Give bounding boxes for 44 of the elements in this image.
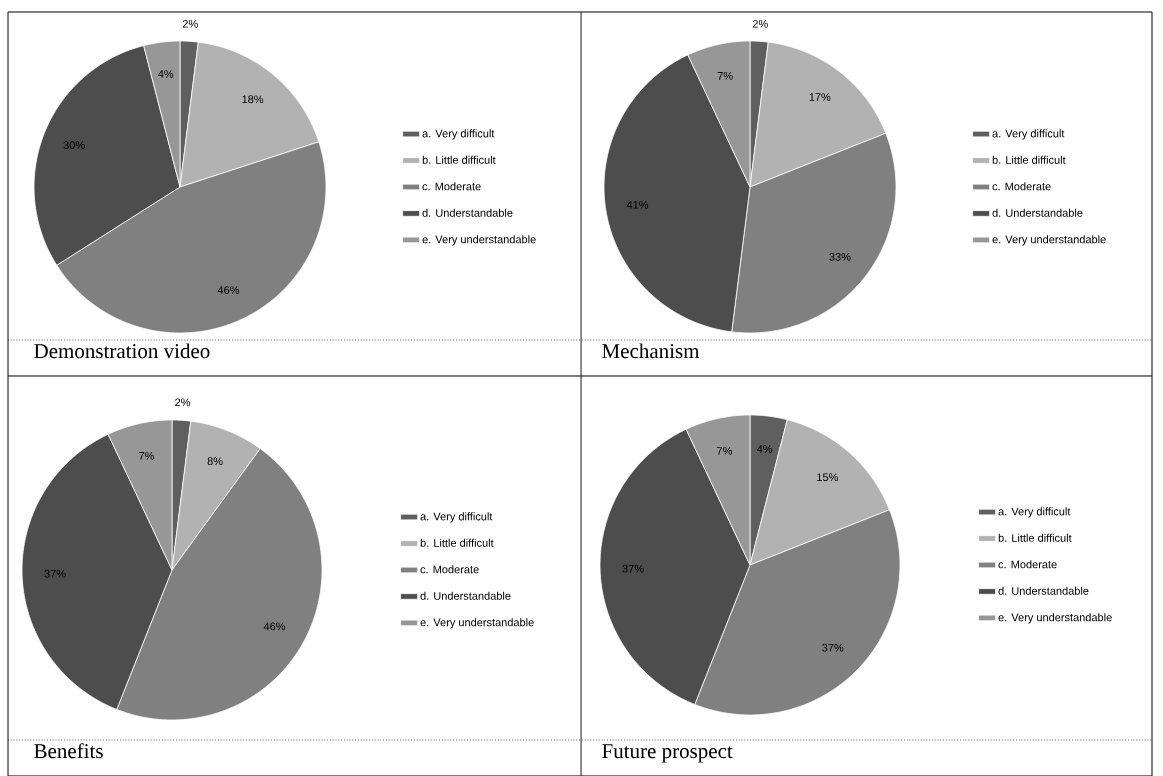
legend-label: c. Moderate: [998, 560, 1057, 569]
legend-label: b. Little difficult: [992, 155, 1066, 164]
legend-label: e. Very understandable: [422, 235, 536, 246]
data-label: 2%: [752, 19, 768, 28]
legend-label: d. Understandable: [992, 208, 1083, 217]
legend-label: c. Moderate: [992, 182, 1051, 191]
legend-label: e. Very understandable: [992, 235, 1106, 246]
text: Future prospect: [602, 744, 733, 763]
data-label: 30%: [63, 141, 85, 149]
legend-label: d. Understandable: [422, 208, 513, 217]
data-label: 17%: [809, 93, 831, 101]
legend-label: e. Very understandable: [998, 613, 1112, 624]
data-label: 41%: [626, 200, 649, 209]
data-label: 37%: [622, 564, 644, 573]
legend-label: b. Little difficult: [422, 155, 496, 164]
legend-label: a. Very difficult: [420, 512, 493, 523]
data-label: 2%: [175, 398, 191, 407]
legend-label: c. Moderate: [420, 565, 479, 574]
legend-label: a. Very difficult: [992, 129, 1065, 140]
data-label: 46%: [263, 622, 286, 631]
data-label: 4%: [756, 445, 773, 453]
legend-label: c. Moderate: [422, 182, 481, 191]
legend-label: b. Little difficult: [420, 538, 494, 547]
data-label: 37%: [822, 643, 844, 652]
data-label: 8%: [207, 457, 223, 466]
legend-label: b. Little difficult: [998, 533, 1072, 542]
data-label: 4%: [158, 70, 174, 78]
text: Mechanism: [602, 343, 700, 359]
data-label: 15%: [817, 473, 838, 482]
data-label: 37%: [44, 569, 66, 578]
data-label: 18%: [242, 95, 264, 104]
data-label: 7%: [717, 446, 733, 455]
legend-label: d. Understandable: [420, 591, 511, 600]
data-label: 33%: [829, 252, 851, 261]
data-label: 2%: [182, 19, 198, 28]
legend-label: a. Very difficult: [422, 129, 495, 140]
data-label: 7%: [139, 451, 155, 460]
legend-label: e. Very understandable: [420, 618, 534, 629]
data-label: 7%: [717, 72, 733, 80]
text: Demonstration video: [34, 343, 210, 359]
data-label: 46%: [217, 286, 240, 294]
text: Benefits: [34, 743, 103, 759]
legend-label: d. Understandable: [998, 586, 1089, 595]
legend-label: a. Very difficult: [998, 507, 1071, 518]
